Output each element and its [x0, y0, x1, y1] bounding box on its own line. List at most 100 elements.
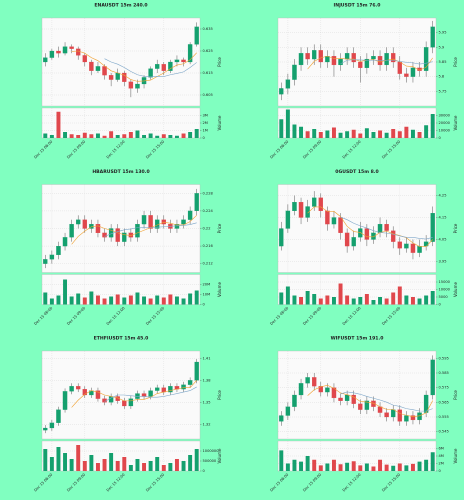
candle-body: [43, 427, 48, 431]
volume-bar: [168, 294, 173, 305]
volume-bar: [318, 298, 323, 305]
volume-bar: [417, 132, 422, 138]
candle-body: [285, 406, 291, 416]
volume-tick-label: 0: [439, 136, 442, 140]
candle-body: [305, 206, 310, 218]
volume-bar: [397, 463, 402, 471]
volume-bar: [285, 463, 290, 471]
volume-bar: [49, 298, 54, 305]
volume-bar: [391, 465, 396, 471]
candle-body: [174, 59, 180, 63]
y-axis-title: Price: [217, 57, 222, 67]
candle-body: [279, 228, 284, 247]
volume-bar: [351, 129, 356, 138]
candle-body: [312, 197, 317, 207]
volume-bar: [135, 292, 140, 305]
candle-body: [358, 228, 363, 238]
candle-body: [298, 383, 304, 396]
candle-body: [161, 219, 166, 225]
volume-tick-label: 1M: [203, 129, 208, 133]
candle-body: [49, 50, 55, 58]
candle-body: [181, 59, 186, 63]
volume-bar: [82, 132, 87, 138]
volume-bar: [115, 135, 120, 138]
candle-body: [56, 50, 61, 54]
volume-bar: [128, 295, 133, 305]
volume-bar: [325, 295, 330, 305]
candle-body: [364, 228, 370, 240]
volume-bar: [410, 297, 415, 305]
volume-bar: [188, 455, 193, 471]
candle-body: [194, 26, 199, 45]
candle-body: [410, 67, 416, 77]
volume-bar: [69, 459, 74, 471]
volume-bar: [194, 449, 199, 471]
price-panel: [277, 184, 437, 273]
candle-body: [397, 61, 402, 74]
volume-bar: [155, 295, 160, 305]
volume-bar: [161, 297, 166, 305]
candle-body: [404, 73, 409, 77]
volume-bar: [391, 292, 396, 305]
volume-panel: [41, 274, 201, 305]
volume-bar: [142, 135, 147, 138]
volume-bar: [318, 132, 323, 138]
price-panel: [277, 350, 437, 440]
candle-body: [423, 47, 429, 71]
volume-bar: [312, 459, 317, 471]
volume-bar: [43, 449, 48, 471]
candle-body: [305, 377, 310, 384]
candle-body: [410, 243, 416, 253]
y-tick-label: 0.555: [439, 415, 449, 419]
volume-tick-label: 500000: [203, 459, 217, 463]
volume-tick-label: 5000: [439, 295, 449, 299]
moving-average-line: [71, 380, 197, 408]
y-tick-label: 0.625: [203, 49, 213, 53]
volume-tick-label: 30000: [439, 114, 451, 118]
y-tick-label: 4.25: [439, 194, 447, 198]
volume-bar: [299, 126, 304, 138]
volume-bar: [49, 135, 54, 138]
candle-body: [391, 409, 396, 418]
volume-bar: [194, 290, 199, 305]
volume-bar: [305, 456, 310, 471]
volume-tick-label: 0: [203, 136, 206, 140]
candle-body: [122, 72, 127, 82]
volume-bar: [279, 450, 284, 471]
volume-bar: [128, 132, 133, 138]
volume-bar: [49, 457, 54, 471]
volume-bar: [109, 131, 114, 138]
candle-body: [69, 46, 74, 49]
volume-bar: [95, 133, 100, 138]
volume-tick-label: 10M: [203, 293, 211, 297]
volume-bar: [384, 298, 389, 305]
volume-bar: [128, 465, 133, 471]
volume-bar: [384, 464, 389, 471]
volume-bar: [82, 297, 87, 305]
candle-body: [181, 219, 186, 225]
volume-bar: [109, 296, 114, 305]
chart-title: INJUSDT 15m 76.0: [334, 3, 381, 9]
volume-bar: [331, 127, 336, 138]
volume-bar: [69, 134, 74, 138]
volume-bar: [358, 133, 363, 138]
y-axis-title: Price: [217, 223, 222, 233]
y-tick-label: 5.8: [439, 75, 445, 79]
candle-body: [312, 50, 317, 60]
volume-bar: [102, 459, 107, 471]
volume-bar: [305, 291, 310, 305]
y-tick-label: 5.85: [439, 60, 447, 64]
candle-body: [338, 58, 343, 66]
candle-body: [56, 246, 61, 256]
volume-bar: [424, 459, 429, 471]
volume-bar: [285, 286, 290, 305]
candle-body: [391, 53, 396, 63]
volume-bar: [174, 296, 179, 305]
volume-bar: [378, 297, 383, 305]
volume-bar: [135, 130, 140, 138]
volume-bar: [102, 298, 107, 305]
volume-bar: [63, 132, 68, 138]
volume-bar: [43, 292, 48, 305]
volume-bar: [312, 129, 317, 138]
volume-bar: [345, 131, 350, 138]
